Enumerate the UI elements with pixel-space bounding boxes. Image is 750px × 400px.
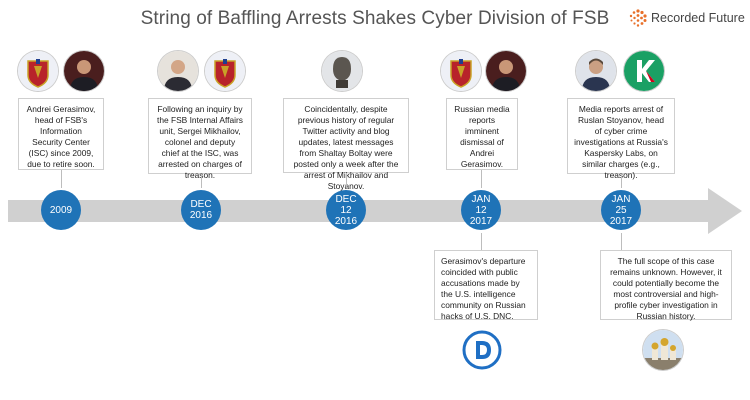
event-box: Media reports arrest of Ruslan Stoyanov,… <box>567 98 675 180</box>
event-box: Russian media reports imminent dismissal… <box>446 98 518 170</box>
date-label: 2009 <box>49 204 73 216</box>
date-label: JAN <box>611 193 631 205</box>
date-label: 2016 <box>334 215 358 227</box>
connector-line <box>201 174 202 188</box>
connector-line <box>481 170 482 188</box>
timeline-arrow <box>8 188 742 234</box>
connector-line <box>621 233 622 250</box>
portrait-icon <box>64 51 104 91</box>
statue-icon <box>322 51 362 91</box>
portrait-icon <box>486 51 526 91</box>
connector-line <box>481 233 482 250</box>
date-label: DEC <box>190 199 212 210</box>
fsb-emblem-icon <box>18 51 58 91</box>
event-box: Andrei Gerasimov, head of FSB's Informat… <box>18 98 104 170</box>
dnc-logo-icon <box>462 330 502 370</box>
date-node: JAN 25 2017 <box>601 190 641 230</box>
kremlin-icon <box>643 330 683 370</box>
portrait-icon <box>576 51 616 91</box>
date-node: 2009 <box>41 190 81 230</box>
date-label: DEC <box>335 193 357 205</box>
date-label: 2017 <box>609 215 633 227</box>
recorded-future-logo-icon <box>629 9 647 27</box>
event-box: Coincidentally, despite previous history… <box>283 98 409 191</box>
brand-name: Recorded Future <box>651 11 745 25</box>
date-label: JAN <box>471 193 491 205</box>
date-label: 2017 <box>469 215 493 227</box>
event-box-below: The full scope of this case remains unkn… <box>600 250 732 321</box>
connector-line <box>61 170 62 188</box>
fsb-emblem-icon <box>205 51 245 91</box>
portrait-icon <box>158 51 198 91</box>
date-node: JAN 12 2017 <box>461 190 501 230</box>
date-label: 2016 <box>189 210 213 221</box>
date-label: 12 <box>475 204 487 216</box>
event-box-below: Gerasimov's departure coincided with pub… <box>434 250 538 321</box>
connector-line <box>346 173 347 188</box>
date-node: DEC 12 2016 <box>326 190 366 230</box>
date-label: 12 <box>340 204 352 216</box>
connector-line <box>621 174 622 188</box>
date-label: 25 <box>615 204 627 216</box>
fsb-emblem-icon <box>441 51 481 91</box>
event-box: Following an inquiry by the FSB Internal… <box>148 98 252 180</box>
date-node: DEC 2016 <box>181 190 221 230</box>
brand-logo: Recorded Future <box>628 8 748 28</box>
kaspersky-logo-icon <box>624 51 664 91</box>
page-title: String of Baffling Arrests Shakes Cyber … <box>140 8 610 29</box>
